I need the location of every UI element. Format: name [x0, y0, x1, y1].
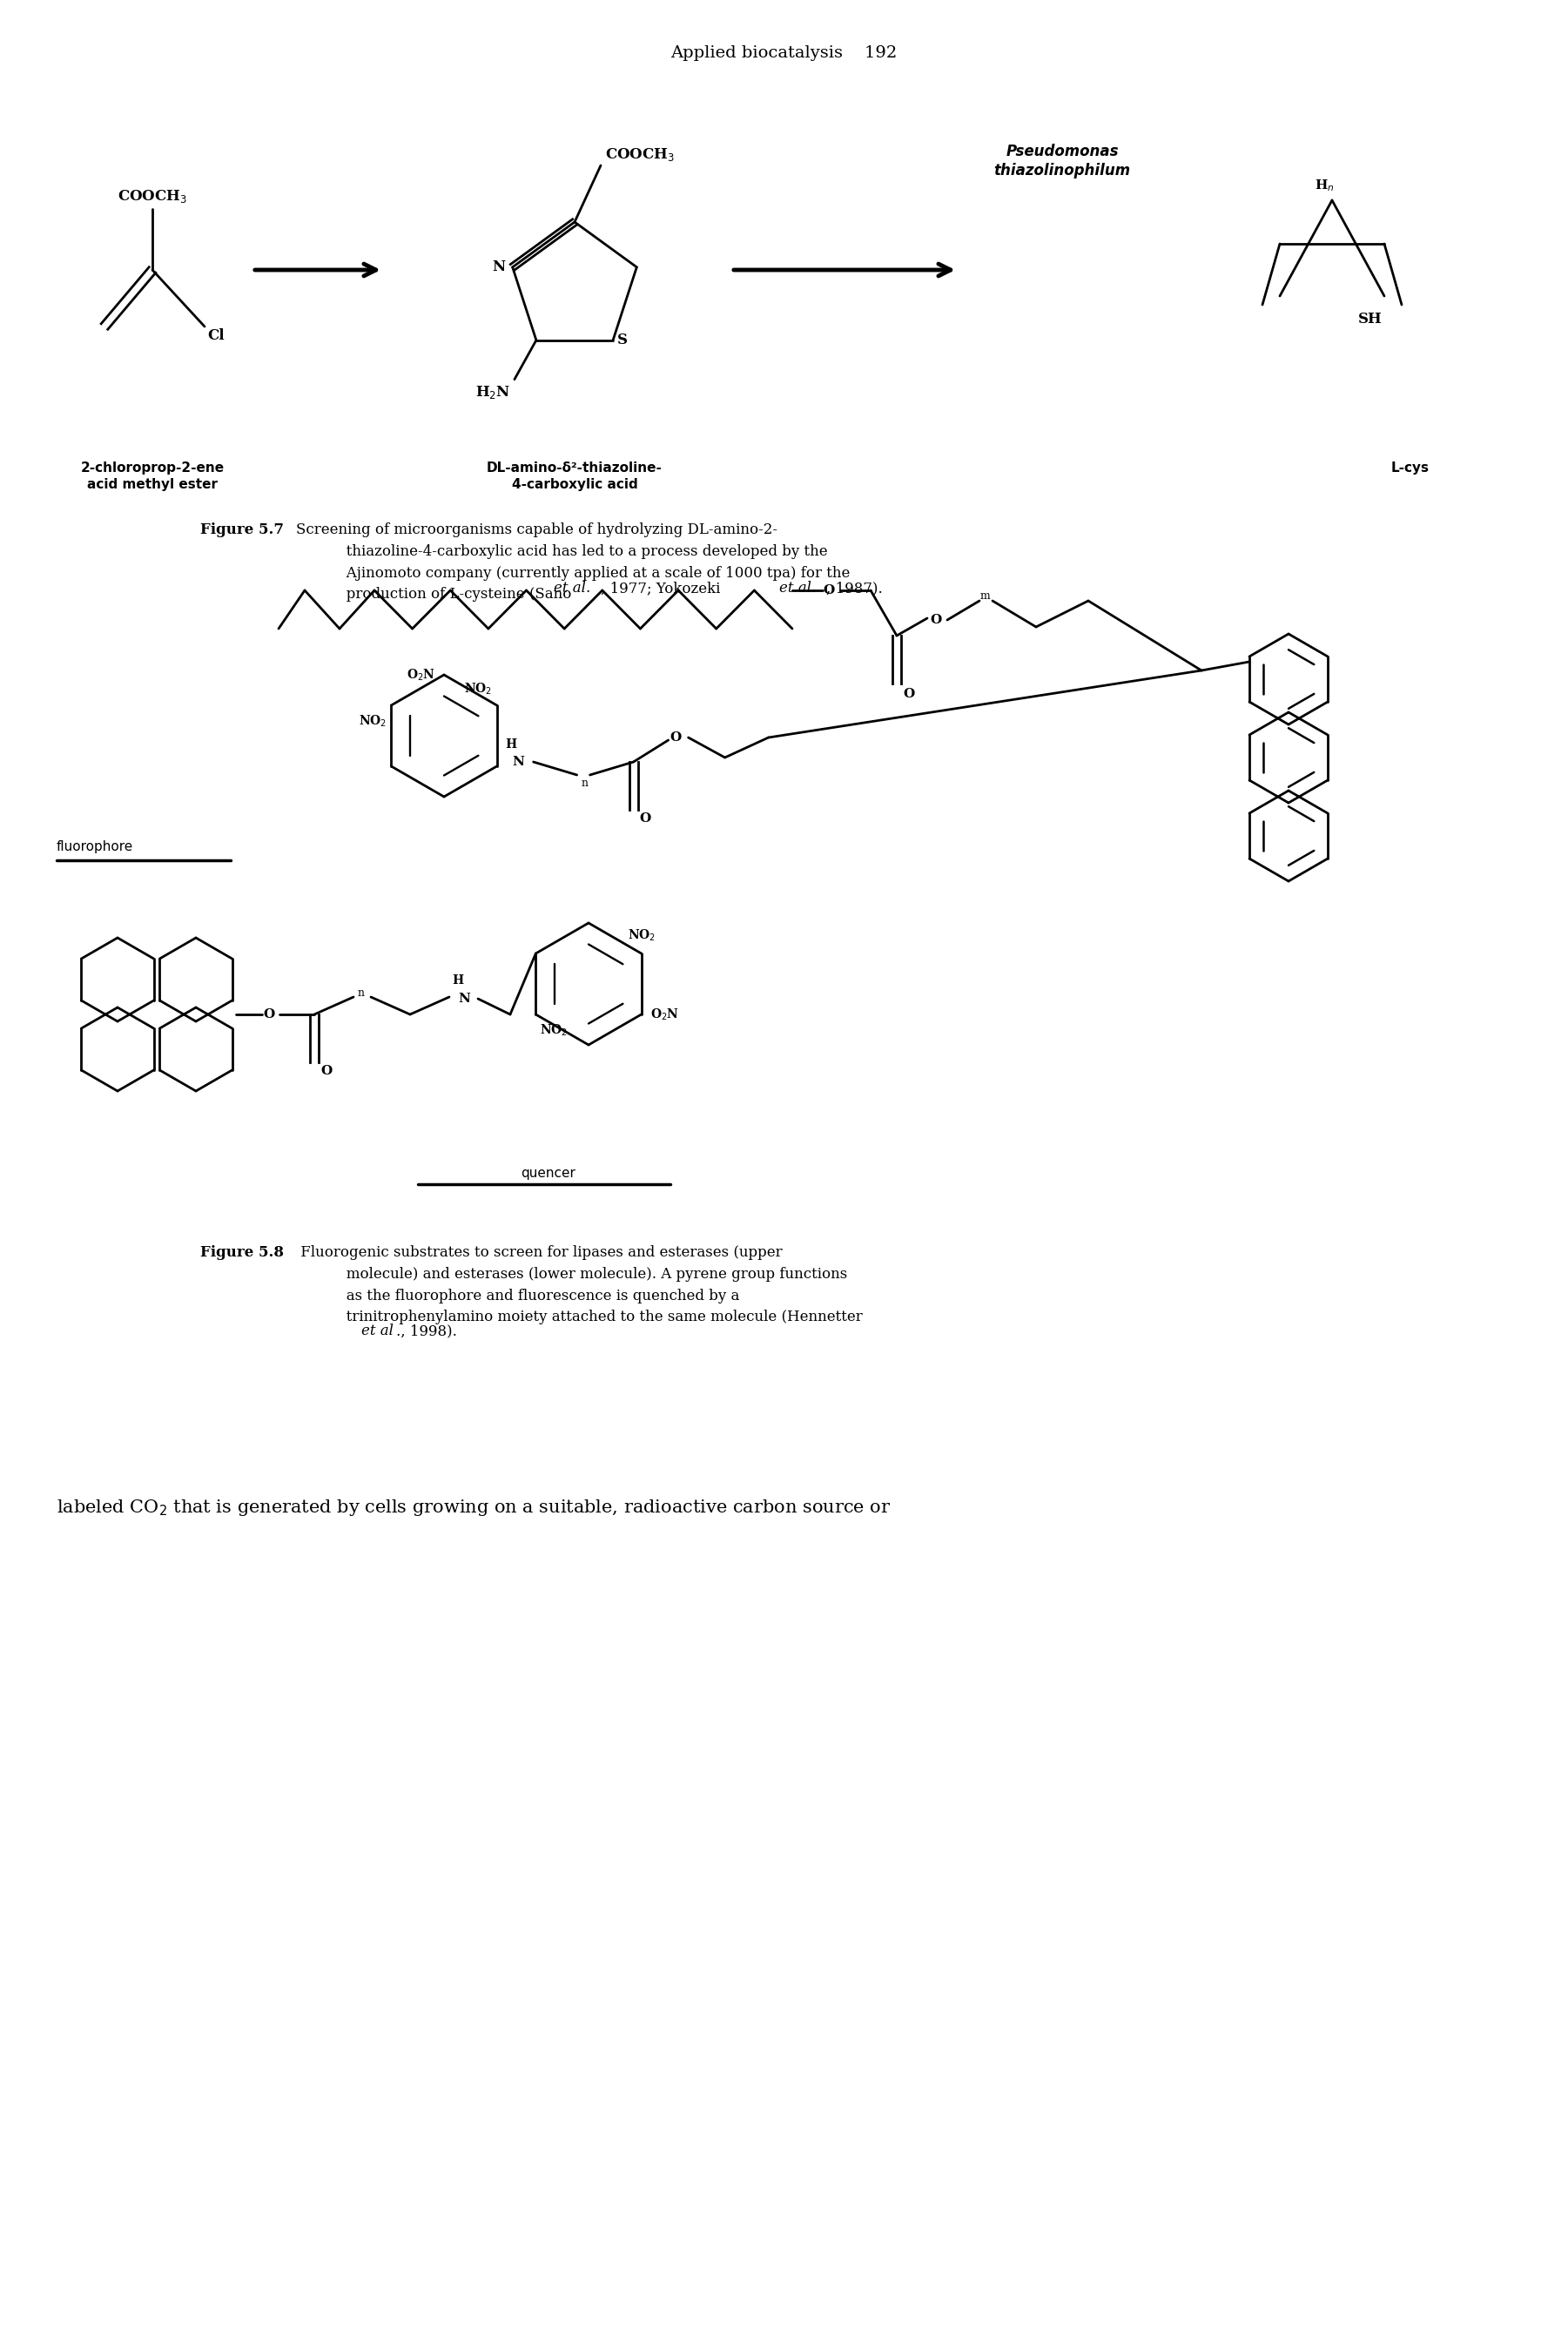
Text: , 1977; Yokozeki: , 1977; Yokozeki — [601, 581, 724, 597]
Text: O: O — [640, 813, 651, 825]
Text: L-cys: L-cys — [1391, 461, 1430, 475]
Text: Screening of microorganisms capable of hydrolyzing DL-amino-2-
           thiazo: Screening of microorganisms capable of h… — [296, 522, 850, 602]
Text: SH: SH — [1358, 313, 1383, 327]
Text: N: N — [492, 259, 505, 275]
Text: NO$_2$: NO$_2$ — [539, 1023, 568, 1039]
Text: et al.: et al. — [779, 581, 815, 597]
Text: S: S — [618, 334, 627, 348]
Text: et al.: et al. — [554, 581, 591, 597]
Text: NO$_2$: NO$_2$ — [464, 682, 492, 696]
Text: Pseudomonas
thiazolinophilum: Pseudomonas thiazolinophilum — [994, 143, 1131, 179]
Text: Fluorogenic substrates to screen for lipases and esterases (upper
           mol: Fluorogenic substrates to screen for lip… — [296, 1246, 862, 1347]
Text: O: O — [823, 585, 834, 597]
Text: O$_2$N: O$_2$N — [651, 1006, 679, 1023]
Text: O: O — [670, 731, 681, 743]
Text: fluorophore: fluorophore — [56, 839, 133, 853]
Text: Cl: Cl — [207, 329, 224, 343]
Text: 2-chloroprop-2-ene
acid methyl ester: 2-chloroprop-2-ene acid methyl ester — [80, 461, 224, 491]
Text: quencer: quencer — [521, 1166, 575, 1180]
Text: O: O — [930, 614, 942, 625]
Text: DL-amino-δ²-thiazoline-
4-carboxylic acid: DL-amino-δ²-thiazoline- 4-carboxylic aci… — [486, 461, 663, 491]
Text: ., 1998).: ., 1998). — [397, 1324, 456, 1338]
Text: N: N — [458, 992, 470, 1004]
Text: H: H — [505, 738, 517, 750]
Text: O: O — [263, 1009, 274, 1020]
Text: H: H — [452, 973, 464, 987]
Text: NO$_2$: NO$_2$ — [359, 715, 387, 729]
Text: Figure 5.8: Figure 5.8 — [201, 1246, 284, 1260]
Text: H$_{n}$: H$_{n}$ — [1314, 179, 1334, 193]
Text: H$_2$N: H$_2$N — [475, 383, 510, 400]
Text: labeled CO$_2$ that is generated by cells growing on a suitable, radioactive car: labeled CO$_2$ that is generated by cell… — [56, 1498, 891, 1519]
Text: NO$_2$: NO$_2$ — [627, 929, 655, 943]
Text: O$_2$N: O$_2$N — [406, 668, 436, 682]
Text: m: m — [980, 590, 991, 602]
Text: n: n — [358, 987, 365, 999]
Text: COOCH$_3$: COOCH$_3$ — [118, 188, 187, 205]
Text: et al: et al — [361, 1324, 394, 1338]
Text: COOCH$_3$: COOCH$_3$ — [605, 146, 674, 162]
Text: , 1987).: , 1987). — [826, 581, 883, 597]
Text: n: n — [582, 778, 588, 790]
Text: Figure 5.7: Figure 5.7 — [201, 522, 284, 538]
Text: O: O — [320, 1065, 332, 1077]
Text: O: O — [903, 689, 914, 701]
Text: Applied biocatalysis    192: Applied biocatalysis 192 — [670, 45, 897, 61]
Text: N: N — [513, 755, 525, 769]
